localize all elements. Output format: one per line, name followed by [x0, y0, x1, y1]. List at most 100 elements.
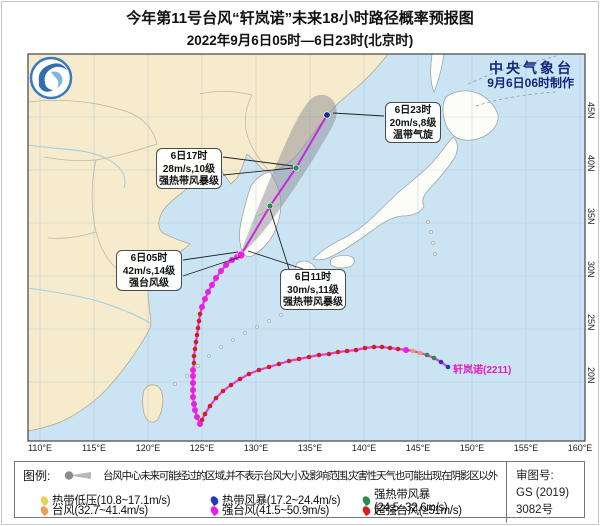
map-review-number: 审图号: GS (2019) 3082号	[506, 462, 584, 523]
lat-tick-label: 40N	[586, 155, 596, 172]
track-point-red	[335, 349, 341, 355]
lat-tick-label: 25N	[586, 314, 596, 331]
island	[196, 364, 200, 368]
label-wind: 42m/s,14级	[122, 265, 176, 277]
lon-tick-label: 130°E	[243, 443, 269, 453]
forecast-point-green	[266, 202, 274, 210]
legend-item-ts: 热带风暴(17.2~24.4m/s)	[209, 486, 363, 514]
island	[429, 230, 433, 234]
track-point-green	[431, 355, 437, 361]
track-point-magenta	[209, 282, 215, 288]
ty-icon	[39, 504, 50, 516]
island	[243, 331, 247, 335]
track-point-red	[395, 346, 401, 352]
track-point-red	[276, 361, 282, 367]
track-point-magenta	[213, 275, 219, 281]
track-point-red	[296, 356, 302, 362]
land	[312, 136, 458, 261]
lat-tick-label: 35N	[586, 208, 596, 225]
land	[430, 54, 445, 94]
track-point-red	[220, 388, 226, 394]
track-point-blue	[445, 364, 451, 370]
track-point-red	[192, 346, 198, 352]
track-point-red	[228, 382, 234, 388]
observed-track-line	[191, 254, 449, 426]
province-border	[91, 159, 117, 269]
leader-line	[222, 167, 294, 176]
lon-tick-label: 140°E	[351, 443, 377, 453]
forecast-label-05h: 6日05时 42m/s,14级 强台风级	[116, 250, 182, 291]
province-border	[199, 90, 253, 96]
track-point-red	[286, 358, 292, 364]
legend-item-sts: 强热带风暴(24.5~32.6m/s)	[361, 486, 503, 514]
review-number: GS (2019) 3082号	[516, 487, 570, 516]
label-wind: 20m/s,8级	[389, 117, 437, 129]
track-point-red	[194, 332, 200, 338]
label-time: 6日23时	[394, 105, 432, 116]
province-border	[244, 94, 271, 173]
maritime-boundary	[475, 91, 557, 107]
legend-item-sty: 强台风(41.5~50.9m/s)	[209, 502, 363, 518]
legend-item-ty: 台风(32.7~41.4m/s)	[39, 502, 211, 518]
lon-tick-label: 160°E	[567, 443, 593, 453]
leader-line	[222, 156, 294, 167]
legend-panel: 图例: 台风中心未来可能经过的区域,并不表示台风大小及影响范围,灾害性天气也可能…	[14, 461, 585, 523]
cone-note: 台风中心未来可能经过的区域,并不表示台风大小及影响范围,灾害性天气也可能出现在阴…	[103, 470, 498, 482]
track-point-red	[256, 367, 262, 373]
track-point-magenta	[218, 268, 224, 274]
forecast-label-17h: 6日17时 28m/s,10级 强热带风暴级	[156, 148, 222, 189]
track-point-red	[191, 353, 197, 359]
map-border	[27, 53, 586, 442]
page-subtitle: 2022年9月6日05时—6日23时(北京时)	[186, 33, 414, 48]
page-title: 今年第11号台风“轩岚诺”未来18小时路径概率预报图	[126, 10, 474, 27]
track-point-magenta	[199, 304, 205, 310]
river	[28, 287, 151, 324]
forecast-label-23h: 6日23时 20m/s,8级 温带气旋	[385, 102, 441, 143]
track-point-red	[362, 345, 368, 351]
track-point-red	[193, 339, 199, 345]
lon-tick-label: 145°E	[405, 443, 431, 453]
label-time: 6日05时	[130, 253, 168, 264]
lon-tick-label: 115°E	[82, 443, 106, 453]
label-category: 强热带风暴级	[159, 176, 219, 187]
leader-line	[182, 251, 239, 261]
leader-line	[269, 208, 290, 270]
track-point-magenta	[197, 421, 203, 427]
legend-item-td: 热带低压(10.8~17.1m/s)	[39, 486, 211, 514]
track-point-red	[207, 403, 213, 409]
land	[329, 254, 355, 269]
label-time: 6日17时	[170, 151, 208, 162]
legend-title: 图例:	[23, 469, 51, 483]
agency-issue-time: 9月6日06时制作	[487, 76, 574, 90]
label-wind: 28m/s,10级	[162, 163, 216, 175]
track-point-orange	[417, 350, 423, 356]
track-point-red	[202, 411, 208, 417]
land-china	[142, 384, 164, 423]
province-border	[28, 100, 158, 145]
lon-tick-label: 135°E	[297, 443, 323, 453]
leader-line	[247, 250, 304, 270]
island	[279, 313, 283, 317]
cone-icon	[64, 471, 91, 480]
track-point-magenta	[223, 262, 229, 268]
track-point-magenta	[403, 347, 409, 353]
track-point-green	[424, 352, 430, 358]
track-point-orange	[410, 348, 416, 354]
island	[267, 319, 271, 323]
track-point-red	[387, 345, 393, 351]
lon-tick-label: 125°E	[189, 443, 215, 453]
label-category: 强热带风暴级	[283, 297, 343, 308]
track-point-red	[213, 395, 219, 401]
track-point-magenta	[190, 373, 196, 379]
cma-logo-icon	[29, 56, 73, 100]
track-point-red	[344, 348, 350, 354]
lat-tick-label: 20N	[586, 367, 596, 384]
track-point-magenta	[190, 387, 196, 393]
track-point-blue	[438, 359, 444, 365]
label-time: 6日11时	[294, 272, 332, 283]
track-point-magenta	[194, 414, 200, 420]
forecast-point-green	[292, 164, 300, 172]
track-point-magenta	[190, 367, 196, 373]
